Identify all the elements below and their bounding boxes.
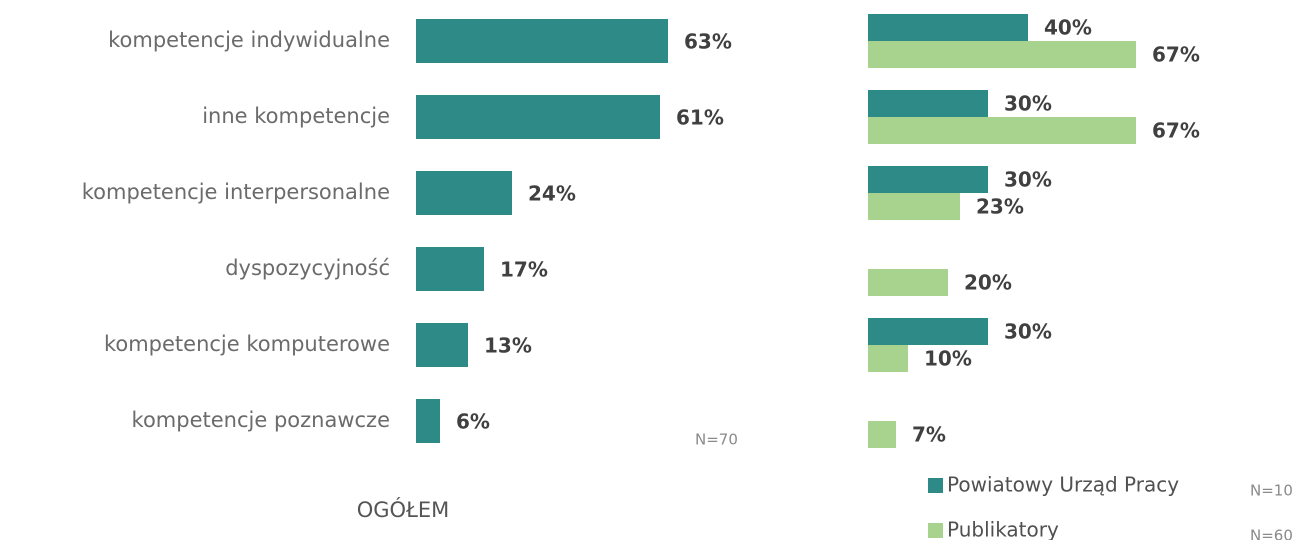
legend-swatch [928, 478, 943, 493]
value-label: 40% [1044, 16, 1092, 40]
sample-note: N=70 [695, 431, 738, 449]
value-label: 67% [1152, 43, 1200, 67]
category-label: dyspozycyjność [225, 256, 390, 280]
bar [416, 19, 668, 63]
value-label: 20% [964, 271, 1012, 295]
value-label: 24% [528, 182, 576, 206]
sample-note: N=10 [1250, 482, 1293, 500]
category-label: inne kompetencje [202, 104, 390, 128]
value-label: 17% [500, 258, 548, 282]
bar [416, 95, 660, 139]
bar [868, 41, 1136, 68]
bar [868, 90, 988, 117]
category-label: kompetencje komputerowe [104, 332, 390, 356]
legend-label: Powiatowy Urząd Pracy [947, 473, 1179, 497]
category-label: kompetencje poznawcze [132, 408, 390, 432]
value-label: 63% [684, 30, 732, 54]
value-label: 30% [1004, 168, 1052, 192]
value-label: 30% [1004, 92, 1052, 116]
bar [868, 117, 1136, 144]
bar [416, 399, 440, 443]
category-label: kompetencje interpersonalne [82, 180, 390, 204]
bar [868, 193, 960, 220]
bar [868, 269, 948, 296]
value-label: 10% [924, 347, 972, 371]
bar [868, 345, 908, 372]
bar [868, 421, 896, 448]
value-label: 67% [1152, 119, 1200, 143]
value-label: 30% [1004, 320, 1052, 344]
value-label: 13% [484, 334, 532, 358]
bar [868, 14, 1028, 41]
legend-label: Publikatory [947, 518, 1059, 540]
bar [416, 247, 484, 291]
bar [868, 318, 988, 345]
sample-note: N=60 [1250, 527, 1293, 540]
value-label: 6% [456, 410, 490, 434]
chart-subtitle: OGÓŁEM [357, 497, 450, 522]
bar [416, 171, 512, 215]
value-label: 23% [976, 195, 1024, 219]
bar [416, 323, 468, 367]
legend-swatch [928, 523, 943, 538]
category-label: kompetencje indywidualne [108, 28, 390, 52]
value-label: 7% [912, 423, 946, 447]
value-label: 61% [676, 106, 724, 130]
bar [868, 166, 988, 193]
